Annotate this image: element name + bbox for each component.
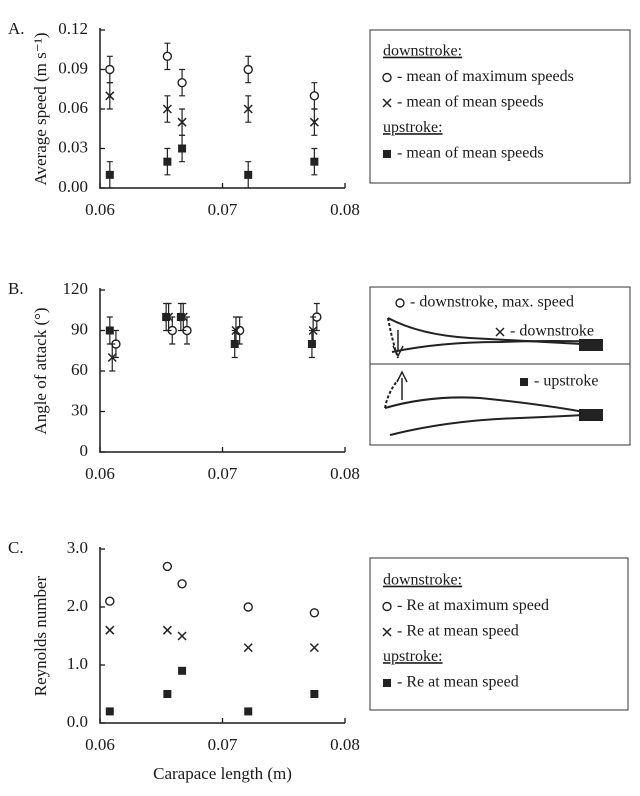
y-tick-label: 120 bbox=[63, 279, 89, 298]
y-axis-title: Reynolds number bbox=[31, 575, 50, 696]
data-point bbox=[310, 157, 319, 166]
y-tick-label: 0.0 bbox=[67, 712, 88, 731]
legend-marker bbox=[382, 627, 392, 637]
legend-marker bbox=[383, 150, 391, 158]
data-point bbox=[309, 643, 319, 653]
data-point bbox=[310, 690, 319, 698]
data-point bbox=[163, 690, 172, 698]
data-point bbox=[105, 707, 114, 716]
y-tick-label: 0.00 bbox=[58, 177, 88, 196]
panel-label: C. bbox=[8, 538, 24, 557]
data-point bbox=[105, 596, 115, 606]
x-tick-label: 0.07 bbox=[208, 200, 238, 219]
data-point bbox=[162, 313, 171, 321]
legend-marker bbox=[395, 298, 405, 308]
y-tick-label: 90 bbox=[71, 319, 88, 338]
data-point bbox=[177, 579, 187, 589]
y-tick-label: 30 bbox=[71, 400, 88, 419]
y-tick-label: 3.0 bbox=[67, 538, 88, 557]
data-point bbox=[176, 313, 185, 321]
legend-box bbox=[369, 557, 629, 711]
data-point bbox=[107, 352, 117, 363]
legend-label: - Re at mean speed bbox=[397, 674, 519, 691]
x-tick-label: 0.08 bbox=[330, 735, 360, 754]
data-point bbox=[105, 64, 115, 75]
legend-label: - mean of mean speeds bbox=[397, 94, 544, 111]
data-point bbox=[163, 157, 172, 166]
legend-heading: downstroke: bbox=[383, 43, 462, 60]
legend-marker bbox=[382, 601, 392, 612]
panel-label: A. bbox=[8, 19, 25, 38]
x-tick-label: 0.07 bbox=[208, 735, 238, 754]
x-tick-label: 0.06 bbox=[85, 464, 115, 483]
legend-box bbox=[369, 29, 631, 184]
data-point bbox=[309, 608, 320, 618]
x-tick-label: 0.08 bbox=[330, 200, 360, 219]
data-point bbox=[105, 91, 115, 101]
axis-line bbox=[99, 288, 345, 453]
data-point bbox=[243, 64, 253, 75]
stroke-diagram bbox=[384, 317, 603, 436]
data-point bbox=[162, 51, 173, 62]
data-point bbox=[244, 707, 253, 716]
legend-label: - mean of mean speeds bbox=[397, 145, 544, 162]
data-point bbox=[177, 631, 187, 641]
y-tick-label: 0.03 bbox=[58, 137, 88, 156]
data-point bbox=[243, 602, 253, 612]
data-point bbox=[105, 625, 115, 635]
data-point bbox=[178, 666, 187, 675]
data-point bbox=[309, 91, 320, 101]
data-point bbox=[105, 326, 114, 335]
y-tick-label: 2.0 bbox=[67, 596, 88, 615]
legend-marker bbox=[383, 679, 391, 687]
y-axis-title: Average speed (m s⁻¹) bbox=[31, 33, 50, 186]
data-point bbox=[105, 170, 114, 179]
axis-line bbox=[99, 547, 345, 724]
legend-marker bbox=[382, 98, 392, 108]
legend-label: - Re at mean speed bbox=[397, 623, 519, 640]
legend-marker bbox=[495, 327, 505, 337]
x-tick-label: 0.06 bbox=[85, 735, 115, 754]
data-point bbox=[162, 625, 172, 635]
data-point bbox=[162, 561, 173, 572]
data-point bbox=[177, 77, 187, 88]
legend-marker bbox=[382, 72, 392, 83]
x-tick-label: 0.07 bbox=[208, 464, 238, 483]
legend-marker bbox=[520, 378, 528, 386]
y-tick-label: 0.06 bbox=[58, 98, 88, 117]
x-tick-label: 0.06 bbox=[85, 200, 115, 219]
y-tick-label: 0.12 bbox=[58, 19, 88, 38]
data-point bbox=[307, 340, 316, 348]
data-point bbox=[230, 340, 239, 348]
y-tick-label: 60 bbox=[71, 360, 88, 379]
legend-heading: upstroke: bbox=[383, 648, 443, 665]
x-tick-label: 0.08 bbox=[330, 464, 360, 483]
y-tick-label: 0.09 bbox=[58, 58, 88, 77]
y-tick-label: 1.0 bbox=[67, 654, 88, 673]
y-axis-title: Angle of attack (°) bbox=[31, 307, 50, 434]
panel-label: B. bbox=[8, 279, 24, 298]
x-axis-title: Carapace length (m) bbox=[153, 764, 292, 783]
data-point bbox=[178, 144, 187, 153]
legend-heading: upstroke: bbox=[383, 119, 443, 136]
y-tick-label: 0 bbox=[80, 441, 89, 460]
legend-heading: downstroke: bbox=[383, 572, 462, 589]
legend-label: - downstroke bbox=[510, 323, 594, 340]
legend-label: - downstroke, max. speed bbox=[410, 294, 574, 311]
legend-label: - mean of maximum speeds bbox=[397, 68, 574, 85]
legend-label: - upstroke bbox=[534, 373, 598, 390]
axis-line bbox=[99, 28, 345, 189]
data-point bbox=[243, 104, 253, 114]
legend-label: - Re at maximum speed bbox=[397, 597, 549, 614]
data-point bbox=[309, 117, 319, 127]
legend-box bbox=[369, 286, 631, 446]
data-point bbox=[244, 170, 253, 179]
data-point bbox=[162, 104, 172, 114]
data-point bbox=[177, 117, 187, 127]
data-point bbox=[243, 643, 253, 653]
